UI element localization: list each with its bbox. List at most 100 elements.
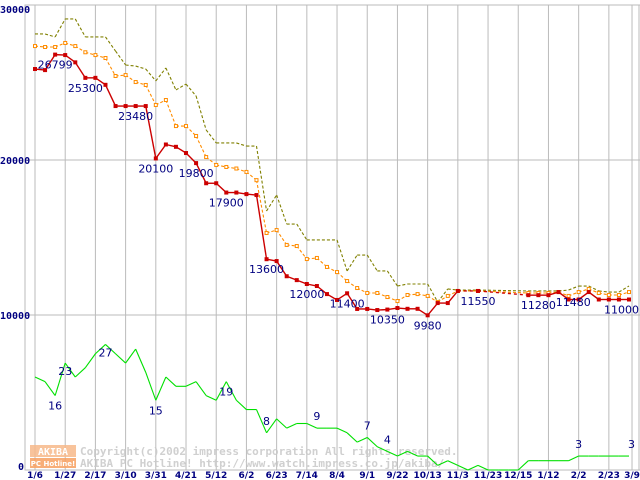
data-label: 11550 — [460, 295, 495, 308]
x-tick-label: 1/12 — [537, 471, 559, 480]
data-point — [103, 56, 108, 61]
data-point — [556, 290, 561, 295]
series-segment — [397, 450, 408, 457]
x-tick-label: 2/17 — [84, 471, 106, 480]
series-segment — [457, 464, 469, 471]
data-point — [83, 75, 88, 80]
x-axis-ticks: 1/6 1/27 2/17 3/10 3/31 4/21 5/12 6/2 6/23 7/14 8/… — [27, 471, 640, 480]
data-label: 8 — [263, 415, 270, 428]
data-point — [234, 190, 239, 195]
x-tick-label: 8/4 — [329, 471, 345, 480]
data-point — [314, 255, 319, 260]
data-point — [627, 290, 631, 295]
data-point — [415, 292, 420, 297]
data-point — [596, 297, 601, 302]
y-tick-label: 30000 — [0, 5, 30, 16]
data-point — [375, 290, 380, 295]
series-segment — [195, 162, 207, 184]
data-label: 15 — [149, 404, 163, 417]
data-label: 17900 — [209, 197, 244, 210]
series-segment — [74, 18, 86, 38]
data-point — [596, 290, 601, 295]
data-point — [93, 53, 98, 58]
data-point — [294, 244, 299, 249]
data-point — [345, 279, 350, 284]
series-segment — [44, 54, 56, 71]
series-segment — [255, 180, 268, 234]
series-segment — [377, 446, 388, 452]
x-tick-label: 4/21 — [175, 471, 197, 480]
series-segment — [104, 84, 117, 107]
data-point — [123, 104, 128, 109]
x-tick-label: 6/2 — [239, 471, 255, 480]
series-segment — [407, 450, 418, 457]
series-segment — [447, 460, 459, 466]
series-segment — [185, 83, 197, 97]
series-segment — [74, 61, 86, 79]
data-point — [274, 228, 279, 233]
akiba-logo: AKIBA PC Hotline! — [30, 445, 76, 468]
series-segment — [205, 395, 217, 401]
x-tick-label: 10/13 — [413, 471, 441, 480]
series-segment — [44, 33, 56, 38]
data-label: 4 — [384, 433, 391, 446]
x-tick-label: 9/22 — [386, 471, 408, 480]
series-segment — [276, 194, 288, 225]
data-point — [173, 144, 178, 149]
data-label: 16 — [48, 400, 62, 413]
series-segment — [125, 64, 136, 67]
data-point — [345, 291, 350, 296]
data-point — [526, 293, 531, 298]
data-point — [214, 181, 219, 186]
series-segment — [387, 450, 398, 457]
series-segment — [255, 145, 268, 212]
y-axis-ticks: 30000 20000 10000 0 — [0, 5, 30, 473]
series-segment — [105, 36, 116, 52]
data-label: 7 — [364, 419, 371, 432]
data-point — [63, 40, 68, 45]
data-point — [536, 293, 541, 298]
series-segment — [356, 436, 368, 443]
series-segment — [235, 399, 247, 410]
data-point — [93, 75, 98, 80]
series-shops — [34, 344, 629, 471]
series-segment — [125, 348, 137, 364]
series-segment — [346, 432, 358, 443]
data-point — [355, 286, 360, 291]
series-segment — [44, 381, 56, 396]
series-segment — [266, 194, 278, 212]
series-segment — [286, 423, 297, 429]
data-point — [294, 278, 299, 283]
x-tick-label: 11/23 — [474, 471, 502, 480]
data-point — [475, 288, 480, 293]
series-segment — [276, 260, 288, 277]
series-segment — [145, 68, 157, 82]
series-segment — [588, 285, 600, 292]
data-point — [153, 102, 158, 107]
series-segment — [145, 105, 157, 159]
data-point — [244, 169, 249, 174]
series-segment — [225, 381, 237, 401]
series-segment — [155, 376, 167, 401]
series-segment — [145, 372, 157, 401]
series-segment — [115, 50, 127, 66]
data-label: 23480 — [118, 110, 153, 123]
series-segment — [276, 229, 288, 246]
series-segment — [427, 455, 439, 466]
data-point — [385, 295, 390, 300]
x-tick-label: 1/6 — [27, 471, 43, 480]
data-point — [314, 284, 319, 289]
data-point — [365, 290, 370, 295]
data-label: 20100 — [138, 162, 173, 175]
series-average — [33, 40, 631, 304]
series-segment — [185, 381, 197, 387]
data-point — [83, 50, 88, 55]
data-label: 23 — [58, 365, 72, 378]
data-point — [405, 293, 410, 298]
series-segment — [236, 142, 247, 147]
data-point — [455, 288, 460, 293]
series-max — [35, 18, 630, 303]
series-segment — [568, 285, 579, 291]
data-point — [194, 161, 199, 166]
data-point — [284, 274, 289, 279]
